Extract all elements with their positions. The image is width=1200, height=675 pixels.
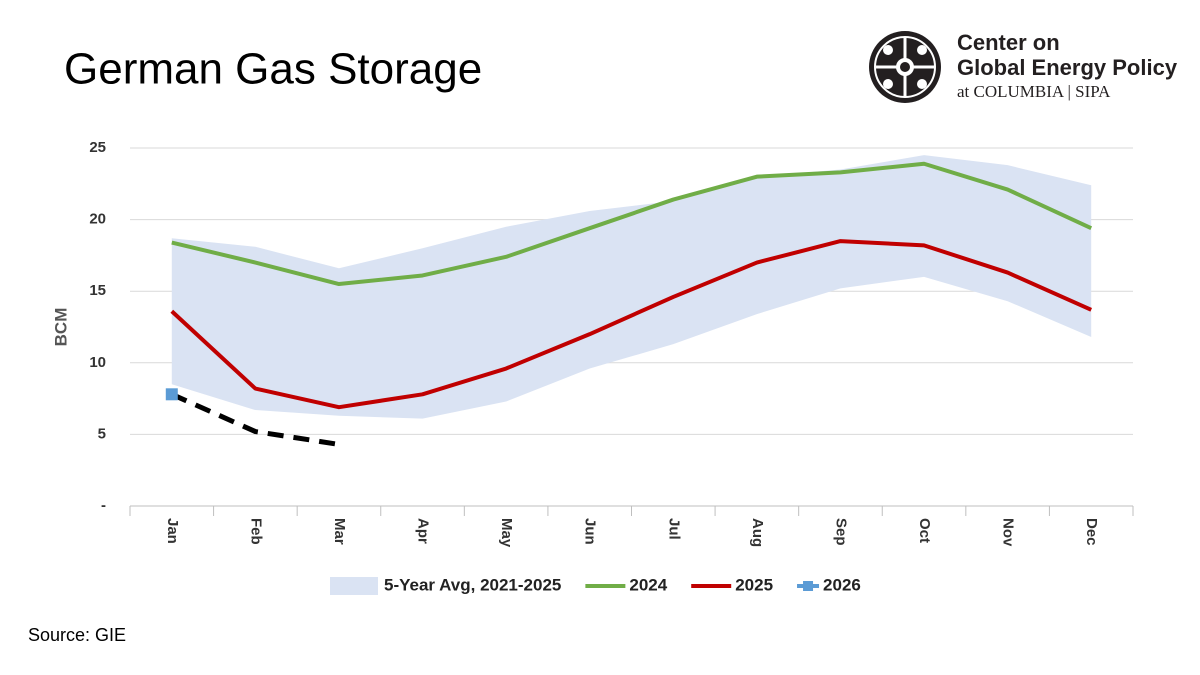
x-tick-label: May	[498, 518, 515, 548]
y-tick-label: -	[101, 497, 106, 514]
legend-label: 5-Year Avg, 2021-2025	[384, 575, 561, 594]
x-tick-label: Nov	[1000, 518, 1017, 547]
x-tick-label: Feb	[247, 518, 264, 545]
series-line	[170, 392, 340, 447]
x-tick-label: Jul	[665, 518, 682, 540]
range-band	[171, 155, 1092, 419]
logo-text: Center on	[957, 30, 1060, 55]
x-tick-label: Jun	[582, 518, 599, 545]
source: Source: GIE	[28, 625, 126, 645]
legend-label: 2024	[629, 575, 667, 594]
x-tick-label: Mar	[331, 518, 348, 545]
y-tick-label: 15	[89, 282, 106, 299]
chart-title: German Gas Storage	[64, 45, 482, 94]
y-tick-label: 25	[89, 139, 106, 156]
x-tick-label: Jan	[164, 518, 181, 544]
y-axis-label: BCM	[51, 308, 70, 347]
logo-text: Global Energy Policy	[957, 55, 1178, 80]
x-tick-label: Aug	[749, 518, 766, 547]
series-line	[170, 239, 1093, 410]
x-tick-label: Sep	[832, 518, 849, 546]
series-line	[171, 161, 1093, 287]
logo-text: at COLUMBIA | SIPA	[957, 82, 1111, 101]
y-tick-label: 5	[98, 425, 106, 442]
legend-swatch	[330, 577, 378, 595]
x-tick-label: Dec	[1083, 518, 1100, 546]
legend-swatch	[803, 581, 814, 591]
logo-icon	[869, 31, 941, 103]
y-tick-label: 10	[89, 354, 106, 371]
x-tick-label: Apr	[415, 518, 432, 544]
marker	[165, 388, 178, 401]
legend-label: 2026	[823, 575, 861, 594]
x-tick-label: Oct	[916, 518, 933, 543]
y-tick-label: 20	[89, 211, 106, 228]
legend-label: 2025	[735, 575, 773, 594]
